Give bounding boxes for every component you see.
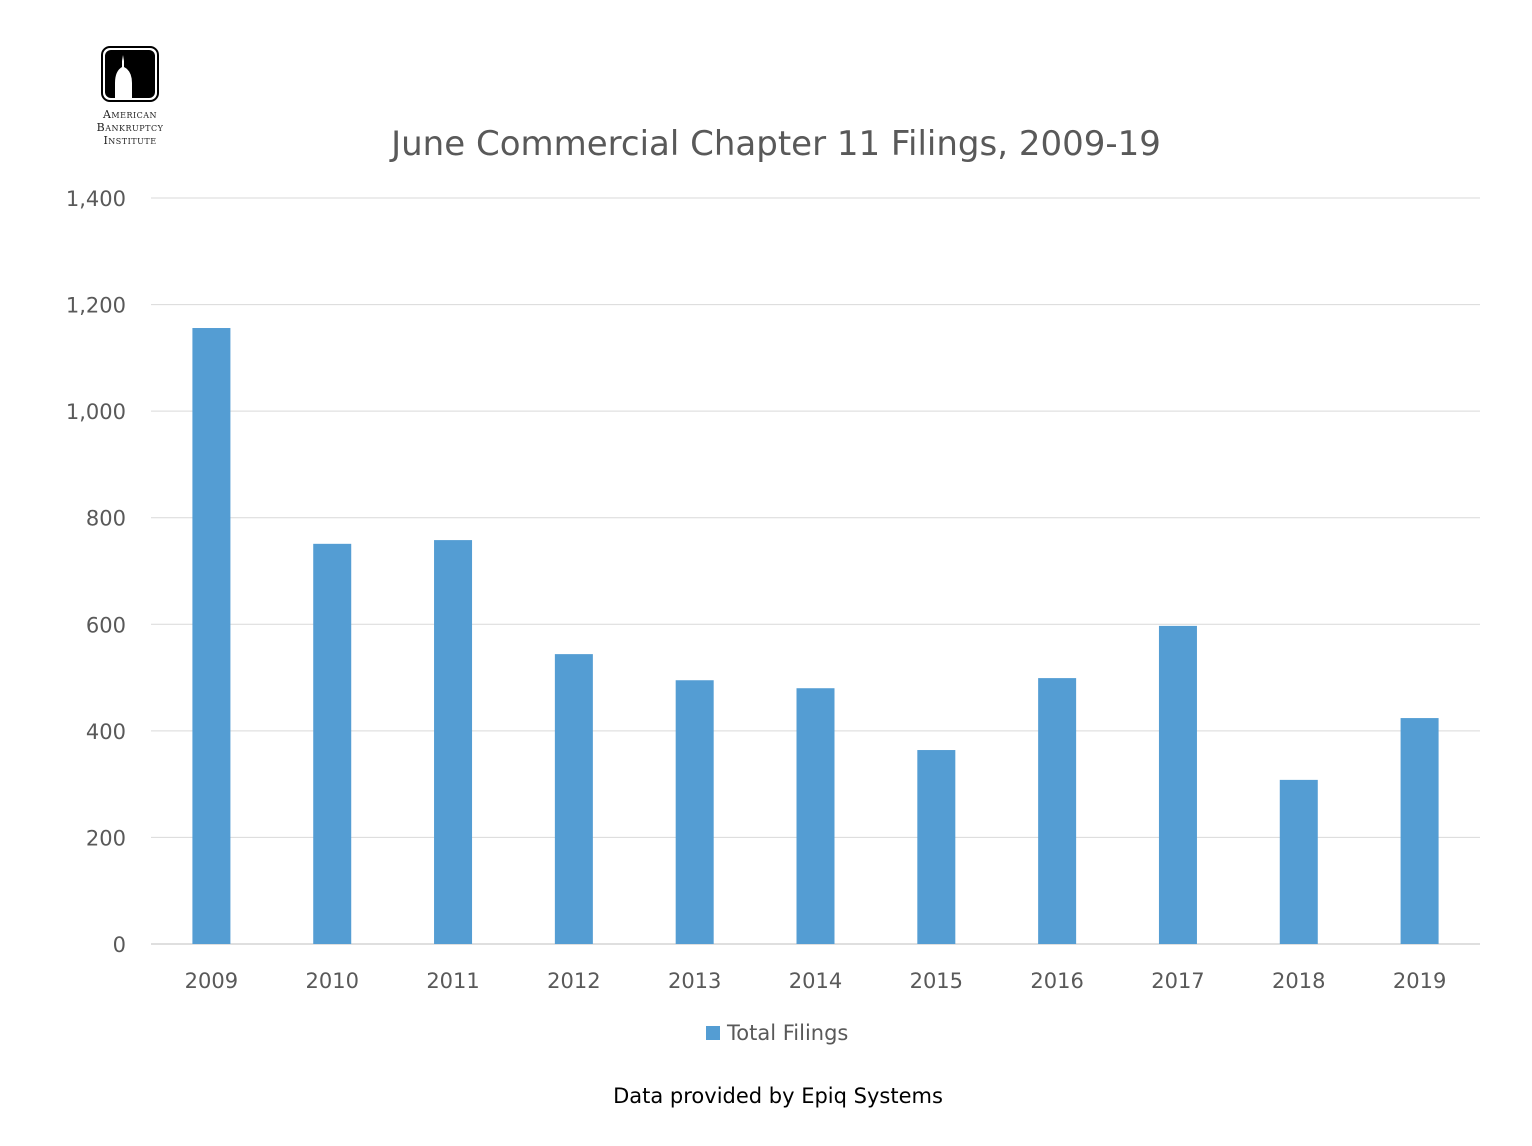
x-tick-label: 2013 bbox=[668, 969, 721, 993]
bar-2009 bbox=[192, 328, 231, 944]
x-tick-label: 2017 bbox=[1151, 969, 1204, 993]
logo-line: Bankruptcy bbox=[96, 121, 164, 134]
x-tick-label: 2009 bbox=[185, 969, 238, 993]
y-tick-label: 600 bbox=[86, 613, 126, 637]
bar-2010 bbox=[313, 543, 352, 944]
legend: Total Filings bbox=[706, 1021, 848, 1045]
x-tick-label: 2016 bbox=[1030, 969, 1083, 993]
logo-text: American Bankruptcy Institute bbox=[60, 108, 200, 147]
bar-2013 bbox=[675, 680, 714, 944]
bar-2014 bbox=[796, 688, 835, 944]
x-tick-label: 2019 bbox=[1393, 969, 1446, 993]
bar-2018 bbox=[1279, 779, 1318, 944]
x-tick-label: 2012 bbox=[547, 969, 600, 993]
abi-logo bbox=[100, 45, 162, 109]
x-tick-label: 2014 bbox=[789, 969, 842, 993]
x-tick-label: 2018 bbox=[1272, 969, 1325, 993]
y-tick-label: 1,200 bbox=[66, 294, 126, 318]
x-tick-label: 2015 bbox=[910, 969, 963, 993]
logo-line: Institute bbox=[103, 134, 157, 147]
bar-2015 bbox=[917, 750, 956, 944]
chart-title: June Commercial Chapter 11 Filings, 2009… bbox=[389, 124, 1161, 164]
bar-2012 bbox=[554, 654, 593, 944]
x-tick-label: 2011 bbox=[426, 969, 479, 993]
legend-swatch bbox=[706, 1026, 720, 1040]
y-tick-label: 800 bbox=[86, 507, 126, 531]
y-tick-label: 0 bbox=[113, 933, 126, 957]
y-tick-label: 200 bbox=[86, 826, 126, 850]
source-note: Data provided by Epiq Systems bbox=[613, 1084, 943, 1108]
legend-label: Total Filings bbox=[726, 1021, 848, 1045]
bar-2017 bbox=[1158, 625, 1197, 944]
bar-2011 bbox=[434, 540, 473, 944]
y-tick-label: 1,400 bbox=[66, 187, 126, 211]
capitol-dome-icon bbox=[101, 46, 159, 102]
y-tick-label: 400 bbox=[86, 720, 126, 744]
bar-2016 bbox=[1038, 678, 1077, 944]
bar-2019 bbox=[1400, 718, 1439, 944]
y-tick-label: 1,000 bbox=[66, 400, 126, 424]
logo-line: American bbox=[102, 108, 158, 121]
x-tick-label: 2010 bbox=[306, 969, 359, 993]
